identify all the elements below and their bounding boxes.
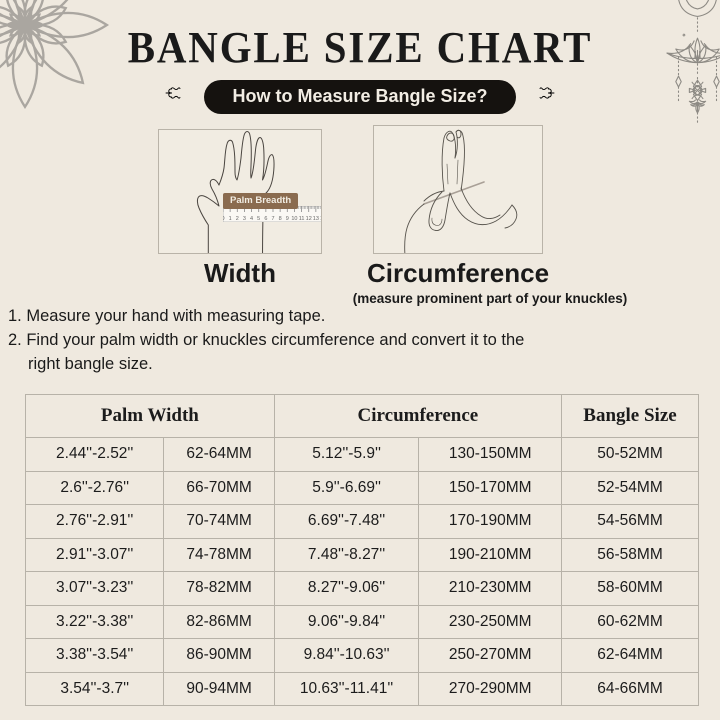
svg-text:0: 0 xyxy=(223,216,225,222)
svg-text:12: 12 xyxy=(306,216,312,222)
svg-text:5: 5 xyxy=(257,216,260,222)
svg-text:6: 6 xyxy=(264,216,267,222)
svg-text:1: 1 xyxy=(229,216,232,222)
svg-text:9: 9 xyxy=(286,216,289,222)
svg-text:8: 8 xyxy=(279,216,282,222)
svg-text:4: 4 xyxy=(250,216,253,222)
svg-text:11: 11 xyxy=(299,216,305,222)
svg-text:13: 13 xyxy=(313,216,319,222)
svg-text:14: 14 xyxy=(320,216,322,222)
svg-text:7: 7 xyxy=(271,216,274,222)
svg-text:10: 10 xyxy=(291,216,297,222)
svg-text:3: 3 xyxy=(243,216,246,222)
svg-text:2: 2 xyxy=(236,216,239,222)
